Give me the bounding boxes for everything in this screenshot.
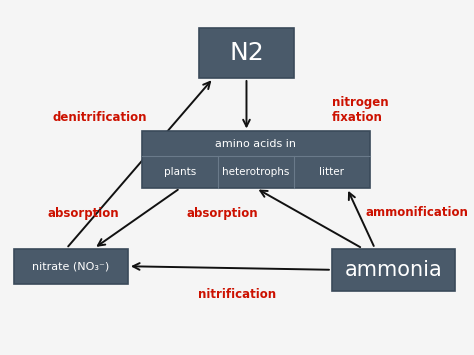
Text: ammonia: ammonia — [345, 260, 442, 280]
Text: denitrification: denitrification — [52, 111, 147, 124]
FancyBboxPatch shape — [332, 248, 455, 291]
Text: amino acids in: amino acids in — [216, 139, 296, 149]
Text: litter: litter — [319, 167, 344, 177]
Text: nitrate (NO₃⁻): nitrate (NO₃⁻) — [33, 261, 109, 271]
Text: nitrogen
fixation: nitrogen fixation — [332, 96, 388, 124]
FancyBboxPatch shape — [199, 28, 294, 78]
Text: absorption: absorption — [187, 207, 259, 219]
FancyBboxPatch shape — [142, 131, 370, 188]
Text: plants: plants — [164, 167, 196, 177]
Text: nitrification: nitrification — [198, 288, 276, 301]
Text: ammonification: ammonification — [365, 207, 469, 219]
Text: N2: N2 — [229, 41, 264, 65]
Text: absorption: absorption — [47, 207, 119, 219]
Text: heterotrophs: heterotrophs — [222, 167, 290, 177]
FancyBboxPatch shape — [14, 248, 128, 284]
